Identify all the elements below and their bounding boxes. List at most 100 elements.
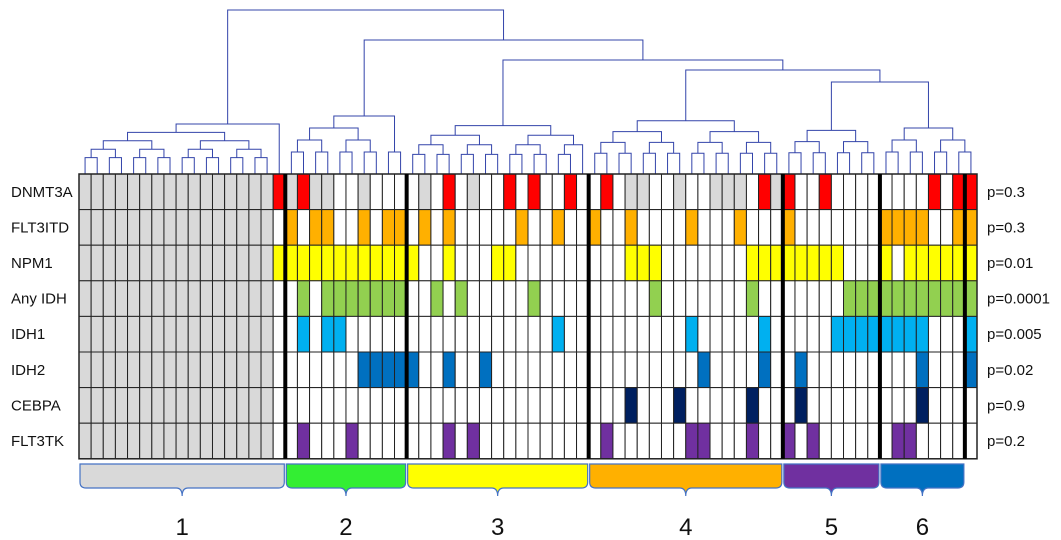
grid-cell (806, 387, 820, 424)
grid-cell (624, 244, 638, 282)
grid-cell (321, 244, 335, 282)
grid-cell (818, 173, 832, 211)
grid-cell (600, 244, 614, 282)
grid-cell (940, 209, 954, 246)
grid-cell (733, 280, 747, 317)
grid-cell (296, 315, 311, 353)
grid-cell (211, 387, 226, 424)
grid-cell (78, 315, 92, 353)
dendrogram-link (363, 39, 644, 116)
grid-cell (78, 387, 92, 424)
grid-cell (333, 173, 347, 211)
grid-cell (527, 351, 541, 389)
dendrogram-link (466, 144, 493, 155)
grid-cell (345, 173, 359, 211)
dendrogram-link (636, 120, 735, 132)
grid-cell (940, 173, 954, 211)
p-value: p=0.02 (987, 362, 1033, 379)
grid-cell (551, 244, 565, 282)
grid-cell (940, 387, 954, 424)
grid-cell (745, 244, 760, 282)
grid-cell (600, 315, 614, 353)
grid-cell (940, 280, 954, 317)
grid-cell (503, 173, 517, 211)
grid-cell (733, 387, 747, 424)
grid-cell (466, 422, 480, 460)
grid-cell (563, 422, 578, 460)
grid-cell (503, 244, 517, 282)
grid-cell (369, 351, 383, 389)
grid-cell (940, 422, 954, 460)
grid-cell (127, 280, 141, 317)
grid-cell (891, 244, 905, 282)
grid-cell (697, 173, 711, 211)
grid-cell (491, 387, 505, 424)
row-label: IDH1 (11, 326, 45, 343)
grid-cell (90, 173, 104, 211)
grid-cell (758, 209, 772, 246)
dendrogram-link (600, 141, 626, 154)
grid-cell (296, 209, 311, 246)
grid-cell (345, 280, 359, 317)
grid-cell (309, 280, 323, 317)
grid-cell (114, 173, 129, 211)
grid-cell (830, 209, 845, 246)
dendrogram-link (843, 141, 869, 153)
grid-cell (915, 173, 929, 211)
grid-cell (624, 387, 638, 424)
grid-cell (515, 422, 529, 460)
grid-cell (466, 173, 480, 211)
grid-cell (503, 280, 517, 317)
row-label: FLT3TK (11, 433, 64, 450)
grid-cell (321, 422, 335, 460)
grid-cell (660, 422, 675, 460)
grid-cell (187, 387, 201, 424)
grid-cell (636, 244, 650, 282)
p-value: p=0.3 (987, 184, 1025, 201)
dendrogram-link (187, 148, 213, 158)
grid-cell (745, 387, 760, 424)
grid-cell (636, 315, 650, 353)
grid-cell (648, 280, 662, 317)
grid-cell (466, 209, 480, 246)
grid-cell (345, 244, 359, 282)
grid-cell (139, 209, 153, 246)
grid-cell (794, 387, 808, 424)
grid-cell (515, 244, 529, 282)
grid-cell (309, 209, 323, 246)
grid-cell (442, 315, 456, 353)
grid-cell (915, 315, 929, 353)
grid-cell (333, 244, 347, 282)
grid-cell (660, 173, 675, 211)
dendrogram-link (339, 151, 353, 174)
grid-cell (163, 209, 177, 246)
grid-cell (466, 315, 480, 353)
grid-cell (442, 209, 456, 246)
grid-cell (321, 280, 335, 317)
grid-cell (199, 280, 213, 317)
grid-cell (321, 351, 335, 389)
grid-cell (758, 315, 772, 353)
grid-cell (855, 280, 869, 317)
grid-cell (636, 351, 650, 389)
grid-cell (236, 422, 250, 460)
grid-cell (733, 244, 747, 282)
grid-cell (175, 173, 189, 211)
dendrogram-link (127, 131, 226, 141)
grid-cell (102, 387, 116, 424)
grid-cell (442, 173, 456, 211)
grid-cell (151, 387, 165, 424)
grid-cell (114, 387, 129, 424)
grid-cell (745, 280, 760, 317)
dendrogram-link (454, 125, 552, 136)
grid-cell (430, 209, 444, 246)
grid-cell (491, 173, 505, 211)
grid-cell (697, 351, 711, 389)
dendrogram-link (934, 151, 948, 174)
grid-cell (211, 244, 226, 282)
grid-cell (503, 209, 517, 246)
grid-cell (90, 351, 104, 389)
dendrogram-link (788, 152, 802, 174)
grid-cell (224, 244, 238, 282)
grid-cell (224, 173, 238, 211)
